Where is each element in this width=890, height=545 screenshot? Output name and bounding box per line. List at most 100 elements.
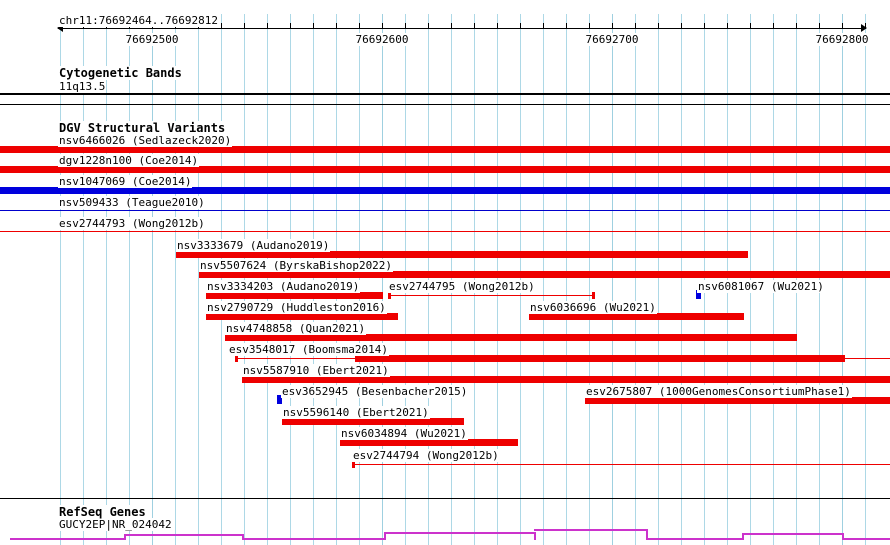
variant-label: esv3652945 (Besenbacher2015) (281, 385, 469, 398)
variant-label: dgv1228n100 (Coe2014) (58, 154, 200, 167)
ruler-tick (750, 23, 751, 29)
gene-segment[interactable] (384, 532, 534, 534)
gene-segment[interactable] (242, 538, 384, 540)
gene-riser (534, 532, 536, 540)
ruler-tick-label: 76692500 (124, 33, 180, 46)
variant-bar-hairline[interactable] (845, 358, 890, 359)
variant-label: nsv5596140 (Ebert2021) (282, 406, 430, 419)
ruler-tick (658, 23, 659, 29)
ruler-tick (428, 23, 429, 29)
variant-bar[interactable] (199, 271, 890, 278)
locus-label: chr11:76692464..76692812 (58, 14, 219, 27)
ruler-tick (405, 23, 406, 29)
variant-bar[interactable] (0, 210, 890, 211)
variant-bar[interactable] (585, 397, 890, 404)
gene-segment[interactable] (124, 534, 242, 536)
variant-bar[interactable] (225, 334, 797, 341)
gene-segment[interactable] (534, 529, 646, 531)
variant-bar[interactable] (340, 439, 518, 446)
gene-riser (384, 532, 386, 540)
ruler-right-arrow-icon (861, 24, 867, 32)
ruler-tick (497, 23, 498, 29)
variant-label: nsv3333679 (Audano2019) (176, 239, 331, 252)
ruler-tick (819, 23, 820, 29)
ruler-tick (681, 23, 682, 29)
variant-label: nsv5587910 (Ebert2021) (242, 364, 390, 377)
variant-bar[interactable] (242, 376, 890, 383)
ruler-tick-label: 76692800 (814, 33, 870, 46)
gene-segment[interactable] (742, 533, 842, 535)
variant-bar[interactable] (206, 292, 383, 299)
ruler-tick-label: 76692700 (584, 33, 640, 46)
ruler-tick (221, 23, 222, 29)
ruler-tick (566, 23, 567, 29)
variant-cap-right (592, 292, 595, 299)
variant-label: esv3548017 (Boomsma2014) (228, 343, 389, 356)
variant-label: esv2744794 (Wong2012b) (352, 449, 500, 462)
gene-label: GUCY2EP|NR_024042 (58, 518, 173, 531)
variant-label: nsv1047069 (Coe2014) (58, 175, 193, 188)
variant-label: esv2744795 (Wong2012b) (388, 280, 536, 293)
ruler-tick-major (612, 23, 613, 29)
variant-cap-left (235, 355, 238, 362)
variant-bar[interactable] (0, 187, 890, 194)
ruler-tick-major (382, 23, 383, 29)
variant-bar[interactable] (0, 166, 890, 173)
variant-bar[interactable] (277, 395, 282, 404)
variant-cap-left (352, 461, 355, 468)
variant-bar[interactable] (176, 251, 748, 258)
ruler-tick (704, 23, 705, 29)
gene-riser (842, 533, 844, 540)
variant-bar[interactable] (0, 231, 890, 232)
ruler-tick (520, 23, 521, 29)
variant-cap-left (388, 292, 391, 299)
ruler-axis (58, 28, 866, 29)
ruler-tick (727, 23, 728, 29)
variant-label: nsv5507624 (ByrskaBishop2022) (199, 259, 394, 272)
cytoband-label: 11q13.5 (58, 80, 107, 93)
variant-bar[interactable] (0, 146, 890, 153)
variant-bar[interactable] (282, 418, 464, 425)
ruler-tick (244, 23, 245, 29)
variant-bar[interactable] (529, 313, 744, 320)
gene-segment[interactable] (646, 538, 742, 540)
gene-riser (742, 533, 744, 540)
variant-label: nsv509433 (Teague2010) (58, 196, 206, 209)
section-title-refseq-genes: RefSeq Genes (58, 505, 147, 519)
variant-bar[interactable] (352, 464, 890, 465)
ruler-tick (336, 23, 337, 29)
gene-riser (124, 534, 126, 540)
variant-label: nsv2790729 (Huddleston2016) (206, 301, 387, 314)
ruler-tick (267, 23, 268, 29)
ruler-tick (313, 23, 314, 29)
variant-label: nsv6034894 (Wu2021) (340, 427, 468, 440)
variant-bar[interactable] (388, 295, 595, 296)
section-title-cytogenetic-bands: Cytogenetic Bands (58, 66, 183, 80)
variant-bar-hairline[interactable] (235, 358, 355, 359)
variant-bar[interactable] (696, 290, 701, 299)
ruler-tick (635, 23, 636, 29)
gene-segment[interactable] (842, 538, 890, 540)
section-divider (0, 104, 890, 105)
ruler-tick (796, 23, 797, 29)
section-title-dgv-structural-variants: DGV Structural Variants (58, 121, 227, 135)
gene-segment[interactable] (10, 538, 124, 540)
variant-label: esv2675807 (1000GenomesConsortiumPhase1) (585, 385, 852, 398)
variant-label: nsv6036696 (Wu2021) (529, 301, 657, 314)
variant-label: nsv6466026 (Sedlazeck2020) (58, 134, 233, 147)
variant-label: esv2744793 (Wong2012b) (58, 217, 206, 230)
ruler-tick (451, 23, 452, 29)
variant-label: nsv4748858 (Quan2021) (225, 322, 367, 335)
gene-riser (242, 534, 244, 540)
variant-label: nsv6081067 (Wu2021) (697, 280, 825, 293)
ruler-tick (359, 23, 360, 29)
ruler-tick (773, 23, 774, 29)
ruler-tick (290, 23, 291, 29)
ruler-tick (589, 23, 590, 29)
variant-bar[interactable] (206, 313, 398, 320)
variant-bar[interactable] (355, 355, 845, 362)
ruler-tick (474, 23, 475, 29)
cytoband-bar[interactable] (0, 93, 890, 95)
section-divider (0, 498, 890, 499)
